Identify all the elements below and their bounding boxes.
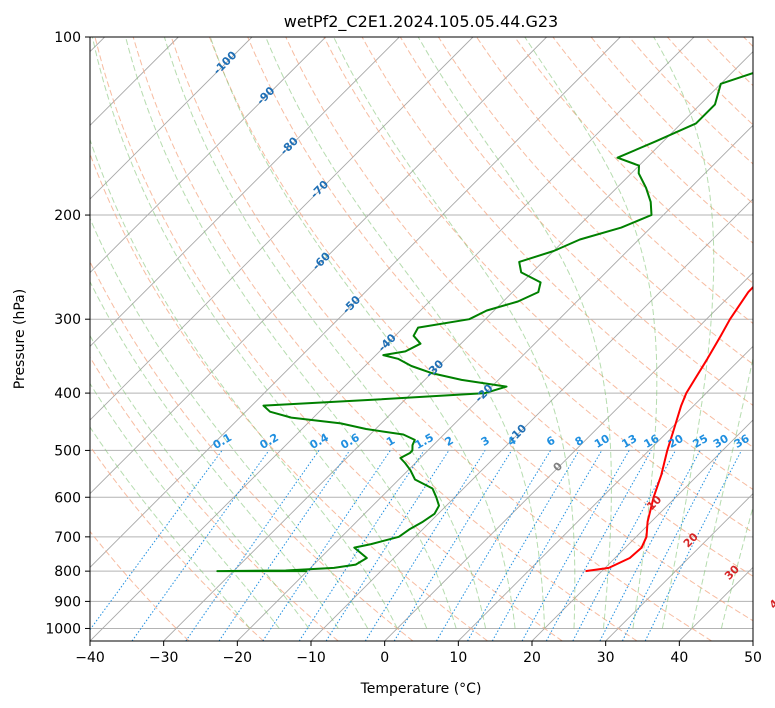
moist-adiabat-4 xyxy=(91,37,428,629)
x-tick-label--20: −20 xyxy=(223,650,253,666)
y-tick-label-1000: 1000 xyxy=(45,621,81,637)
x-tick-label-40: 40 xyxy=(670,650,688,666)
x-tick-label-30: 30 xyxy=(597,650,615,666)
dry-adiabat-100 xyxy=(399,37,753,406)
dewpoint-profile-line xyxy=(216,71,753,573)
chart-title: wetPf2_C2E1.2024.105.05.44.G23 xyxy=(284,12,558,32)
isotherm-30 xyxy=(605,493,753,641)
x-tick-label-20: 20 xyxy=(523,650,541,666)
mixing-ratio-line-16 xyxy=(545,450,652,641)
temperature-profile-line xyxy=(585,285,753,573)
mixing-ratio-line-36 xyxy=(644,450,742,641)
moist-adiabat-0 xyxy=(90,138,398,629)
x-tick-label-0: 0 xyxy=(380,650,389,666)
dry-adiabat-0 xyxy=(90,260,414,641)
x-tick-label-50: 50 xyxy=(744,650,762,666)
dry-adiabat-50 xyxy=(209,37,753,622)
moist-adiabat-40 xyxy=(691,355,753,629)
profile-lines xyxy=(216,71,753,573)
y-tick-label-800: 800 xyxy=(54,564,81,580)
isotherm--70 xyxy=(90,37,474,421)
x-tick-label--10: −10 xyxy=(296,650,326,666)
plot-frame xyxy=(89,36,754,642)
y-tick-label-100: 100 xyxy=(54,30,81,46)
mixing-ratio-line-25 xyxy=(599,450,701,641)
mixing-ratio-line-0.1 xyxy=(90,450,223,631)
y-tick-label-200: 200 xyxy=(54,208,81,224)
dry-adiabat-130 xyxy=(514,37,753,284)
isotherm--20 xyxy=(237,124,753,641)
moist-adiabat--20 xyxy=(90,426,251,629)
y-tick-label-500: 500 xyxy=(54,443,81,459)
moist-adiabat-8 xyxy=(125,37,457,629)
x-tick-label-10: 10 xyxy=(449,650,467,666)
isotherm-label-40: 40 xyxy=(767,591,775,611)
x-tick-label--30: −30 xyxy=(149,650,179,666)
isotherm--90 xyxy=(90,37,326,274)
dry-adiabat-70 xyxy=(285,37,753,534)
moist-adiabat-28 xyxy=(417,37,612,629)
moist-adiabat--4 xyxy=(90,217,369,629)
dry-adiabat-10 xyxy=(90,152,488,641)
moist-adiabat-36 xyxy=(653,37,715,629)
y-tick-label-700: 700 xyxy=(54,530,81,546)
isotherm--60 xyxy=(90,37,547,495)
x-axis-label: Temperature (°C) xyxy=(360,681,482,697)
dry-adiabat-30 xyxy=(132,37,638,641)
dry-adiabat-150 xyxy=(590,37,753,205)
moist-adiabat-20 xyxy=(265,37,545,629)
mixing-ratio-line-10 xyxy=(491,450,603,641)
dry-adiabat-20 xyxy=(94,37,563,641)
y-tick-label-600: 600 xyxy=(54,490,81,506)
y-tick-label-300: 300 xyxy=(54,312,81,328)
mixing-ratio-line-0.4 xyxy=(185,450,320,641)
isotherm--40 xyxy=(90,37,695,641)
isotherm--80 xyxy=(90,37,400,347)
isotherm-20 xyxy=(531,419,753,641)
moist-adiabat--16 xyxy=(90,382,280,629)
mixing-ratio-line-20 xyxy=(572,450,676,641)
y-tick-label-900: 900 xyxy=(54,594,81,610)
dry-adiabat--30 xyxy=(90,530,190,641)
dry-adiabat-60 xyxy=(247,37,753,577)
mixing-ratio-line-1.5 xyxy=(298,450,425,641)
mixing-ratio-line-2 xyxy=(325,450,450,641)
isotherm--30 xyxy=(163,51,753,641)
moist-adiabat-32 xyxy=(524,37,658,629)
axis-ticks: −40 −30 −20 −10 0 10 20 30 40 50 100 200 300 400 500 60… xyxy=(45,30,762,666)
dry-adiabat-90 xyxy=(361,37,753,448)
isotherm-10 xyxy=(458,345,753,641)
mixing-ratio-line-13 xyxy=(521,450,630,641)
moist-adiabat-24 xyxy=(333,37,576,629)
isotherm-0 xyxy=(384,272,753,641)
isotherm--100 xyxy=(90,37,253,200)
mixing-ratio-line-3 xyxy=(364,450,486,641)
mixing-ratio-line-0.2 xyxy=(131,450,270,641)
moist-adiabat-12 xyxy=(163,37,487,629)
y-axis-label: Pressure (hPa) xyxy=(12,289,28,389)
mixing-ratio-line-4 xyxy=(393,450,513,641)
mixing-ratio-line-30 xyxy=(621,450,722,641)
dry-adiabat-80 xyxy=(323,37,753,491)
dry-adiabat-140 xyxy=(552,37,753,244)
isotherm--50 xyxy=(90,37,621,568)
background-lines xyxy=(90,37,753,641)
dry-adiabat--10 xyxy=(90,356,339,641)
x-tick-label--40: −40 xyxy=(75,650,105,666)
y-tick-label-400: 400 xyxy=(54,386,81,402)
